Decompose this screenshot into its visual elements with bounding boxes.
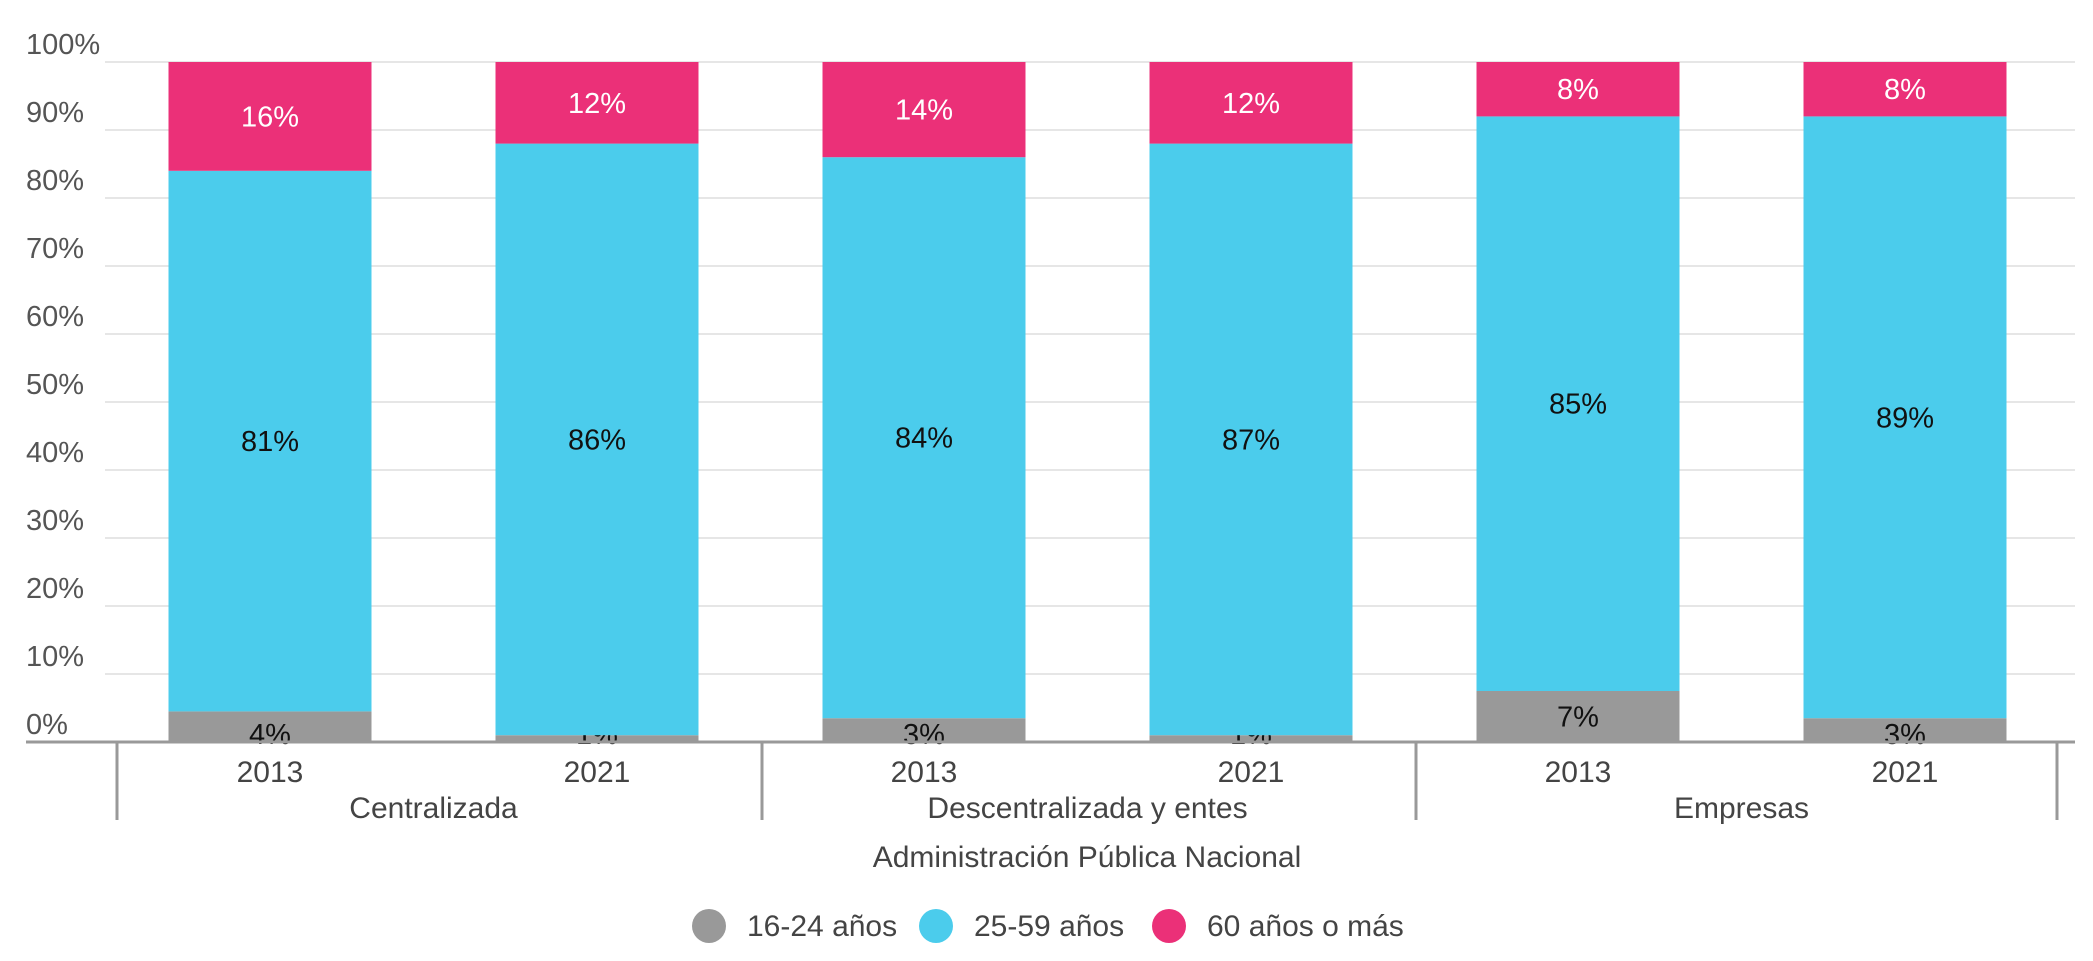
- data-label: 12%: [568, 88, 626, 120]
- y-tick-label: 70%: [26, 233, 84, 265]
- data-label: 81%: [241, 426, 299, 458]
- category-label: 2021: [1218, 756, 1285, 789]
- data-label: 86%: [568, 424, 626, 456]
- y-tick-label: 30%: [26, 505, 84, 537]
- data-label: 8%: [1557, 74, 1599, 106]
- y-tick-label: 90%: [26, 97, 84, 129]
- category-label: 2013: [1545, 756, 1612, 789]
- bar-segment: [168, 62, 372, 171]
- category-label: 2021: [1872, 756, 1939, 789]
- group-label: Centralizada: [349, 792, 518, 825]
- data-label: 8%: [1884, 74, 1926, 106]
- data-label: 3%: [903, 719, 945, 751]
- bar-segment: [168, 711, 372, 742]
- data-label: 87%: [1222, 424, 1280, 456]
- bar-segment: [495, 735, 699, 742]
- legend-label: 16-24 años: [747, 910, 897, 943]
- bar-segment: [495, 62, 699, 144]
- data-label: 14%: [895, 95, 953, 127]
- data-label: 16%: [241, 101, 299, 133]
- data-label: 85%: [1549, 389, 1607, 421]
- y-tick-label: 100%: [26, 29, 100, 61]
- category-label: 2013: [237, 756, 304, 789]
- bar-segment: [1476, 116, 1680, 691]
- y-tick-label: 20%: [26, 573, 84, 605]
- data-label: 7%: [1557, 702, 1599, 734]
- bar-segment: [822, 62, 1026, 158]
- bar-segment: [1803, 718, 2007, 742]
- y-tick-label: 10%: [26, 641, 84, 673]
- data-label: 3%: [1884, 719, 1926, 751]
- bar-segment: [168, 170, 372, 712]
- category-label: 2021: [564, 756, 631, 789]
- data-label: 89%: [1876, 402, 1934, 434]
- y-tick-label: 50%: [26, 369, 84, 401]
- bar-segment: [495, 143, 699, 736]
- legend-marker: [692, 909, 726, 943]
- bar-segment: [1476, 62, 1680, 117]
- legend-label: 25-59 años: [974, 910, 1124, 943]
- data-label: 84%: [895, 423, 953, 455]
- bar-segment: [822, 718, 1026, 742]
- bar-segment: [1149, 62, 1353, 144]
- bar-segment: [1803, 62, 2007, 117]
- bar-segment: [1149, 735, 1353, 742]
- category-label: 2013: [891, 756, 958, 789]
- data-label: 12%: [1222, 88, 1280, 120]
- group-label: Descentralizada y entes: [927, 792, 1247, 825]
- y-tick-label: 60%: [26, 301, 84, 333]
- legend-label: 60 años o más: [1207, 910, 1404, 943]
- bar-segment: [1803, 116, 2007, 719]
- legend-marker: [919, 909, 953, 943]
- bar-segment: [1476, 691, 1680, 742]
- legend-marker: [1152, 909, 1186, 943]
- bar-segment: [1149, 143, 1353, 736]
- y-tick-label: 40%: [26, 437, 84, 469]
- data-label: 4%: [249, 719, 291, 751]
- y-tick-label: 80%: [26, 165, 84, 197]
- group-label: Empresas: [1674, 792, 1809, 825]
- y-tick-label: 0%: [26, 709, 68, 741]
- super-group-label: Administración Pública Nacional: [873, 841, 1302, 874]
- bar-segment: [822, 157, 1026, 719]
